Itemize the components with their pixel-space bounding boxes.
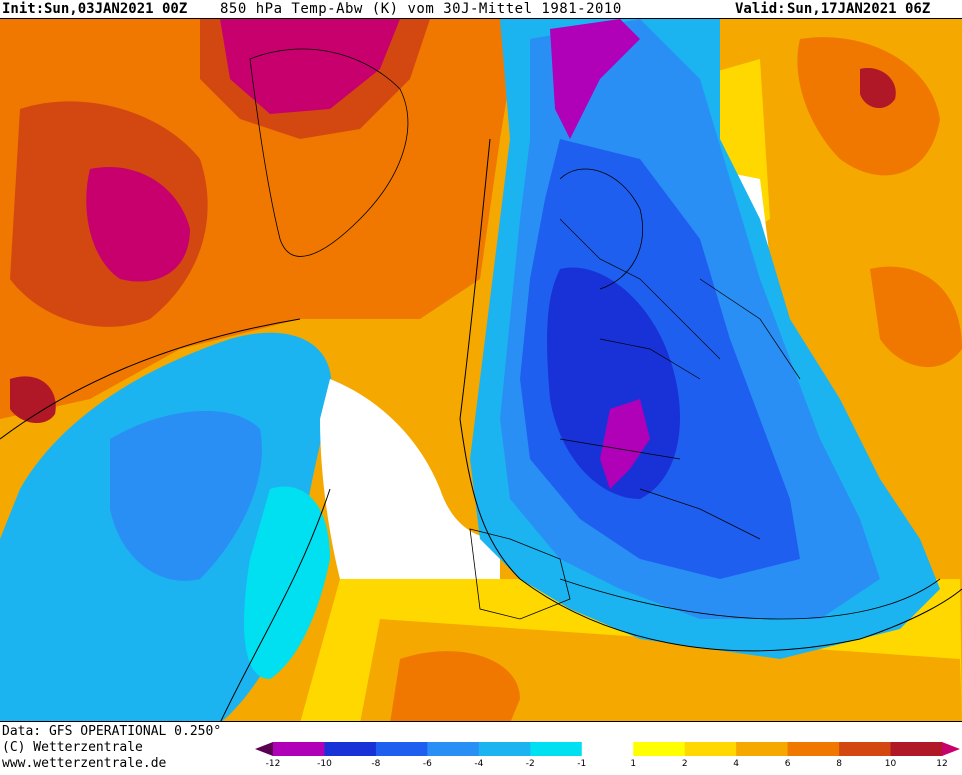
warm-anomaly-spot-west: [10, 376, 56, 424]
strong-warm-anomaly-canada: [86, 167, 190, 282]
colorbar-tick-label: 1: [630, 759, 637, 769]
zero-contour-atlantic: [220, 488, 331, 721]
valid-label: Valid:: [735, 1, 786, 17]
colorbar-tick-label: -8: [371, 759, 381, 769]
colorbar-arrow-high: [942, 742, 960, 756]
colorbar-tick-label: 4: [733, 759, 740, 769]
colorbar-arrow-low: [255, 742, 273, 756]
colorbar-bin: [633, 742, 686, 756]
init-time: Sun,03JAN2021 00Z: [44, 1, 188, 17]
zero-contour-europe: [459, 138, 962, 652]
extreme-cold-anomaly-alps: [600, 399, 650, 489]
warm-anomaly-north-russia: [797, 37, 940, 176]
data-source: Data: GFS OPERATIONAL 0.250°: [2, 724, 222, 739]
zero-contour-west: [0, 318, 301, 440]
colorbar-bin: [273, 742, 325, 756]
header-bar: Init: Sun,03JAN2021 00Z 850 hPa Temp-Abw…: [0, 0, 962, 18]
scandinavia-coastline: [559, 168, 643, 290]
colorbar-tick-label: -12: [265, 759, 281, 769]
warm-anomaly-kazakhstan: [870, 266, 962, 368]
strong-warm-anomaly-russia: [860, 68, 896, 109]
cold-anomaly-west-atlantic-core: [110, 410, 262, 581]
legend-colorbar: [255, 742, 960, 756]
mediterranean-coastline: [559, 578, 941, 620]
colorbar-tick-label: 2: [681, 759, 688, 769]
colorbar-bin: [427, 742, 480, 756]
iberia-coastline: [469, 528, 571, 620]
colorbar-tick-label: -6: [422, 759, 432, 769]
colorbar-tick-label: -1: [577, 759, 587, 769]
website-link[interactable]: www.wetterzentrale.de: [2, 756, 167, 771]
colorbar-tick-label: 8: [836, 759, 842, 769]
colorbar-bin: [324, 742, 377, 756]
colorbar-bin: [375, 742, 428, 756]
colorbar-bin: [684, 742, 737, 756]
strong-warm-anomaly-greenland: [220, 19, 400, 114]
cold-anomaly-midatlantic: [244, 486, 330, 679]
colorbar-bin: [581, 742, 634, 756]
colorbar-tick-label: -2: [525, 759, 535, 769]
colorbar-tick-label: 6: [784, 759, 791, 769]
valid-time: Sun,17JAN2021 06Z: [787, 1, 931, 17]
parameter-title: 850 hPa Temp-Abw (K) vom 30J-Mittel 1981…: [220, 1, 622, 17]
country-borders: [559, 218, 801, 540]
colorbar-tick-label: -10: [317, 759, 332, 769]
neutral-zone-atlantic: [320, 379, 500, 579]
colorbar-tick-label: 10: [884, 759, 897, 769]
copyright: (C) Wetterzentrale: [2, 740, 143, 755]
colorbar-tick-label: 12: [936, 759, 948, 769]
colorbar-tick-label: -4: [474, 759, 484, 769]
greenland-coastline: [249, 48, 409, 257]
colorbar-bin: [890, 742, 943, 756]
colorbar-bin: [787, 742, 840, 756]
strong-warm-anomaly-sahara: [390, 651, 520, 721]
extreme-cold-anomaly-arctic: [550, 19, 640, 139]
map-canvas: [0, 19, 962, 721]
anomaly-map: [0, 18, 962, 722]
colorbar-bin: [839, 742, 892, 756]
init-label: Init:: [2, 1, 45, 17]
colorbar-bin: [478, 742, 531, 756]
colorbar-bin: [530, 742, 583, 756]
colorbar-bin: [736, 742, 789, 756]
